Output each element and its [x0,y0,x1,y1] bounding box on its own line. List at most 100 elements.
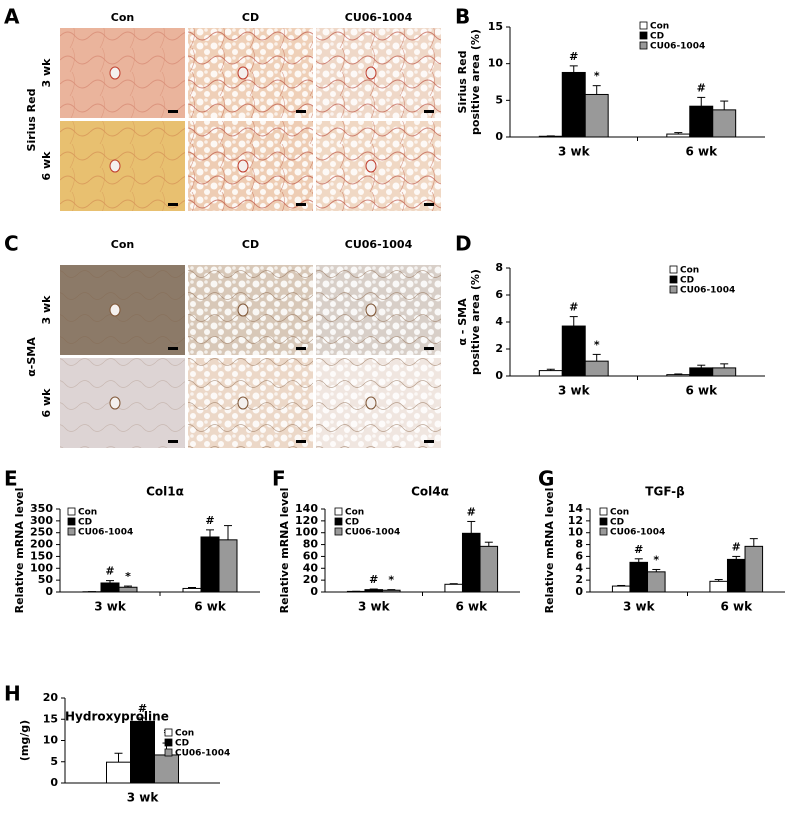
x-tick-label: 3 wk [358,600,391,614]
panel-label: F [272,467,286,491]
bar [709,580,728,593]
legend-label: CD [78,518,92,528]
significance-mark: * [594,338,600,351]
legend-label: CU06-1004 [610,528,665,538]
bar [611,585,631,593]
scale-bar [168,347,178,350]
y-tick-label: 0 [495,130,503,143]
scale-bar [424,347,434,350]
y-tick-label: 50 [38,573,54,586]
y-tick-label: 150 [30,549,53,562]
significance-mark: # [634,543,643,556]
row-label: 3 wk [40,295,53,325]
legend-swatch [599,527,608,536]
legend-swatch [639,31,648,40]
column-label: CD [242,11,259,24]
x-tick-label: 6 wk [455,600,488,614]
panel-label: C [4,232,19,256]
scale-bar [296,347,306,350]
legend-swatch [669,275,678,284]
vessel [109,303,121,317]
legend-swatch [334,527,343,536]
y-axis-label: (mg/g) [18,720,31,761]
micrograph-fibers [60,28,185,118]
vessel [365,159,377,173]
vessel [365,66,377,80]
scale-bar [168,110,178,113]
panel-label: E [4,467,18,491]
legend-label: Con [680,266,699,276]
legend-swatch [639,21,648,30]
y-tick-label: 10 [488,57,504,70]
y-tick-label: 60 [303,549,319,562]
y-tick-label: 100 [295,526,318,539]
bar [461,532,481,593]
significance-mark: * [125,570,131,583]
column-label: Con [111,11,134,24]
vessel [237,303,249,317]
vessel [237,66,249,80]
row-label: 3 wk [40,58,53,88]
legend-swatch [669,285,678,294]
micrograph-fibers [188,265,313,355]
y-tick-label: 350 [30,502,53,515]
row-label: 6 wk [40,388,53,418]
bar [666,133,691,138]
vessel [365,303,377,317]
legend-swatch [669,265,678,274]
y-tick-label: 20 [303,573,319,586]
significance-mark: # [732,540,741,553]
panel-label: B [455,5,470,29]
panel-label: G [538,467,554,491]
bar [218,539,238,593]
y-tick-label: 200 [30,538,53,551]
bar [712,367,737,377]
legend-swatch [67,517,76,526]
chart-title: Col1α [146,485,184,499]
vessel [109,159,121,173]
bar [100,582,120,593]
micrograph-fibers [188,28,313,118]
y-tick-label: 4 [575,561,583,574]
scale-bar [424,440,434,443]
panel-label: D [455,232,472,256]
scale-bar [168,440,178,443]
legend-label: CD [175,739,189,749]
vessel [365,396,377,410]
legend-swatch [67,527,76,536]
bar [689,367,714,377]
y-tick-label: 10 [43,734,59,747]
legend-label: CU06-1004 [175,749,230,759]
y-tick-label: 6 [575,549,583,562]
y-tick-label: 15 [43,712,58,725]
y-tick-label: 2 [495,342,503,355]
y-tick-label: 5 [495,93,503,106]
bar [584,93,609,138]
panel-label: A [4,5,20,29]
y-tick-label: 120 [295,514,318,527]
x-tick-label: 6 wk [685,384,718,398]
y-tick-label: 0 [575,585,583,598]
scale-bar [168,203,178,206]
y-axis-label: α - SMA [456,298,469,346]
chart-title: TGF-β [645,485,685,499]
y-tick-label: 8 [575,538,583,551]
y-tick-label: 6 [495,288,503,301]
column-label: CU06-1004 [345,11,413,24]
x-tick-label: 3 wk [127,791,160,805]
y-axis-label: positive area (%) [469,269,482,375]
x-tick-label: 6 wk [194,600,227,614]
legend-label: CD [345,518,359,528]
bar [364,589,384,593]
column-label: CU06-1004 [345,238,413,251]
legend-label: Con [650,22,669,32]
bar [689,105,714,138]
x-tick-label: 3 wk [623,600,656,614]
y-tick-label: 20 [43,691,59,704]
bar [118,586,138,593]
vessel [237,159,249,173]
y-tick-label: 100 [30,561,53,574]
y-tick-label: 12 [568,514,583,527]
y-tick-label: 5 [50,755,58,768]
y-tick-label: 14 [568,502,584,515]
